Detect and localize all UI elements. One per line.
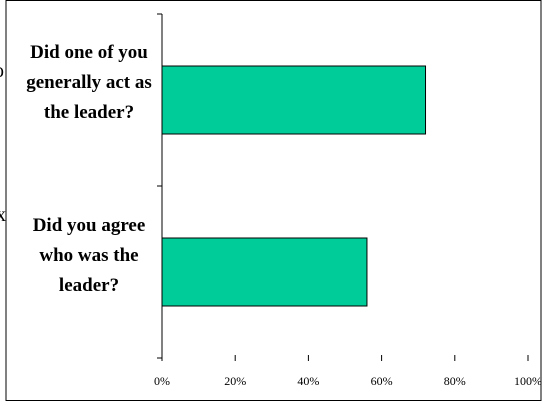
x-tick-label-5: 100% bbox=[514, 374, 542, 388]
category-label-leader-agree: Did you agree who was the leader? bbox=[32, 215, 146, 296]
x-tick-label-0: 0% bbox=[154, 374, 170, 388]
category-label-leader-act: Did one of you generally act as the lead… bbox=[26, 42, 152, 123]
bar-0 bbox=[161, 65, 427, 135]
x-tick-label-2: 40% bbox=[297, 374, 319, 388]
x-tick-label-1: 20% bbox=[224, 374, 246, 388]
x-tick-label-3: 60% bbox=[371, 374, 393, 388]
axes-group bbox=[157, 13, 529, 361]
x-tick-label-4: 80% bbox=[444, 374, 466, 388]
chart-frame bbox=[5, 0, 542, 401]
clipped-glyph-top: o bbox=[0, 60, 4, 83]
bars-group bbox=[161, 65, 427, 307]
bar-1 bbox=[161, 237, 368, 307]
ticks-group: 0% 20% 40% 60% 80% 100% bbox=[154, 374, 542, 388]
clipped-glyph-bottom: x bbox=[0, 204, 6, 226]
